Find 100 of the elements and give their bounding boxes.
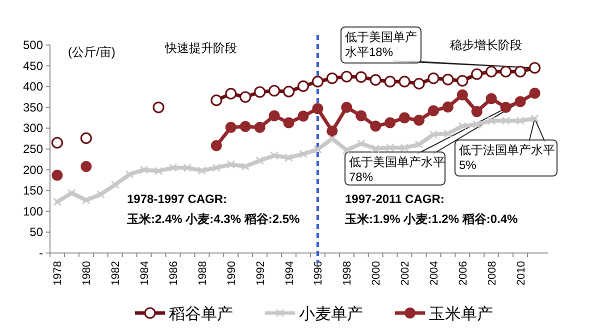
point xyxy=(500,102,512,113)
point xyxy=(168,164,178,172)
point xyxy=(210,140,222,152)
point xyxy=(341,102,352,113)
annotation: 低于美国单产水平 xyxy=(349,155,445,169)
point xyxy=(529,88,540,99)
y-tick-label: 150 xyxy=(22,184,44,198)
point xyxy=(125,170,134,179)
point xyxy=(428,105,439,116)
point xyxy=(82,196,90,204)
point xyxy=(413,78,425,90)
point xyxy=(283,117,294,128)
y-tick-label: 300 xyxy=(22,121,44,136)
point xyxy=(282,86,295,98)
point xyxy=(370,120,382,132)
x-tick-label: 2002 xyxy=(400,261,412,286)
point xyxy=(384,117,396,128)
point xyxy=(340,70,352,82)
y-tick-label: - xyxy=(39,246,43,260)
annotation: 1997-2011 CAGR: xyxy=(345,192,444,206)
x-tick-label: 1986 xyxy=(168,261,180,286)
point xyxy=(225,122,236,133)
point xyxy=(528,62,541,74)
point xyxy=(487,116,496,125)
y-tick-label: 500 xyxy=(22,38,44,52)
x-tick-label: 1996 xyxy=(312,261,325,286)
x-tick-label: 2006 xyxy=(457,261,470,286)
point xyxy=(284,154,293,162)
annotation: 玉米:1.9% 小麦:1.2% 稻谷:0.4% xyxy=(344,212,518,226)
point xyxy=(514,66,526,78)
point xyxy=(225,88,237,100)
point xyxy=(183,164,192,172)
annotation: 快速提升阶段 xyxy=(164,41,237,55)
point xyxy=(486,93,497,104)
point xyxy=(212,164,221,172)
point xyxy=(356,110,367,122)
point xyxy=(80,132,92,144)
point xyxy=(154,166,163,176)
point xyxy=(210,94,222,106)
legend-label: 稻谷单产 xyxy=(169,305,233,323)
point xyxy=(268,110,280,122)
point xyxy=(254,122,266,133)
annotation: 低于法国单产水平 xyxy=(459,143,555,157)
point xyxy=(429,130,438,139)
x-tick-label: 2004 xyxy=(428,261,440,286)
point xyxy=(314,145,322,154)
x-tick-label: 1980 xyxy=(81,261,94,286)
point xyxy=(326,72,338,84)
y-tick-label: 200 xyxy=(22,162,44,177)
point xyxy=(472,120,482,129)
x-tick-label: 1978 xyxy=(52,261,64,286)
point xyxy=(52,170,63,181)
point xyxy=(442,74,454,86)
point xyxy=(342,146,351,154)
point xyxy=(458,122,467,130)
point xyxy=(68,188,76,198)
y-tick-label: 250 xyxy=(22,142,44,156)
point xyxy=(370,74,382,86)
point xyxy=(456,74,468,87)
annotation: 水平18% xyxy=(345,45,394,59)
x-tick-label: 1998 xyxy=(342,261,354,286)
point xyxy=(384,76,396,88)
point xyxy=(326,126,338,137)
point xyxy=(53,198,62,206)
point xyxy=(398,76,410,88)
point xyxy=(240,121,251,132)
point xyxy=(502,116,510,125)
point xyxy=(516,116,524,125)
point xyxy=(254,86,266,98)
point xyxy=(471,68,483,80)
x-tick-label: 1992 xyxy=(254,261,267,286)
legend-label: 小麦单产 xyxy=(299,305,363,323)
y-tick-label: 450 xyxy=(22,58,44,73)
annotation: 5% xyxy=(459,158,477,172)
point xyxy=(297,80,310,92)
y-tick-label: 400 xyxy=(22,80,44,94)
point xyxy=(140,166,148,174)
point xyxy=(444,129,452,138)
point xyxy=(500,66,512,78)
annotation: (公斤/亩) xyxy=(68,45,116,59)
legend-label: 玉米单产 xyxy=(429,305,493,323)
point xyxy=(530,114,539,123)
point xyxy=(486,66,498,78)
point xyxy=(298,110,309,122)
point xyxy=(456,89,468,100)
point xyxy=(110,180,120,189)
point xyxy=(312,76,324,88)
x-tick-label: 2010 xyxy=(515,261,528,286)
point xyxy=(471,106,482,118)
point xyxy=(96,190,105,199)
y-tick-label: 50 xyxy=(30,225,44,240)
y-tick-label: 350 xyxy=(22,100,44,114)
x-tick-label: 1982 xyxy=(110,261,122,286)
annotation: 玉米:2.4% 小麦:4.3% 稻谷:2.5% xyxy=(126,212,300,226)
point xyxy=(386,144,394,152)
point xyxy=(428,72,440,84)
annotation: 1978-1997 CAGR: xyxy=(127,192,228,206)
point xyxy=(356,139,366,148)
point xyxy=(371,144,380,153)
x-tick-label: 1990 xyxy=(226,261,238,286)
